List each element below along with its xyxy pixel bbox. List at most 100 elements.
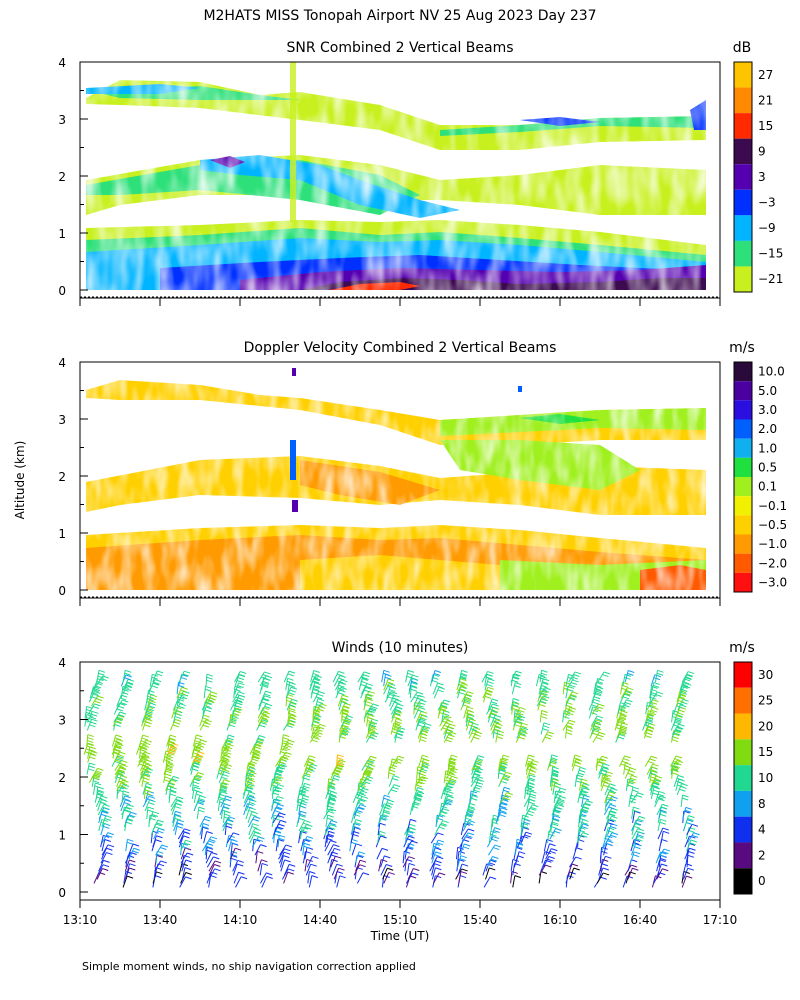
wind-barb-flag xyxy=(542,682,549,686)
wind-barb-flag xyxy=(525,792,532,796)
wind-barb-flag xyxy=(490,701,498,705)
wind-barb-flag xyxy=(676,760,684,763)
wind-barb-flag xyxy=(465,836,472,840)
wind-barb xyxy=(460,823,465,836)
wind-barb-flag xyxy=(450,778,457,782)
wind-barb-flag xyxy=(635,794,643,798)
wind-barb-flag xyxy=(446,785,454,789)
wind-barb-flag xyxy=(367,759,374,763)
wind-barb-flag xyxy=(141,767,148,771)
wind-barb-flag xyxy=(608,827,615,831)
wind-barb xyxy=(173,819,179,832)
y-tick-label: 3 xyxy=(58,113,66,127)
wind-barb xyxy=(287,682,291,695)
wind-barb-flag xyxy=(314,677,321,681)
wind-barb-flag xyxy=(252,756,260,760)
wind-barb-flag xyxy=(500,811,507,815)
wind-barb-flag xyxy=(421,764,429,768)
wind-barb-flag xyxy=(600,876,607,880)
winds-colorbar-unit: m/s xyxy=(729,640,755,656)
wind-barb-flag xyxy=(329,796,336,800)
wind-barb xyxy=(259,675,267,687)
wind-barb-flag xyxy=(649,758,656,762)
wind-barb-flag xyxy=(194,777,201,781)
colorbar-swatch xyxy=(734,240,752,267)
wind-barb-flag xyxy=(672,766,679,770)
wind-barb-flag xyxy=(92,693,100,697)
wind-barb xyxy=(229,848,236,860)
wind-barb xyxy=(463,706,468,719)
wind-barb-flag xyxy=(528,778,535,782)
wind-barb-flag xyxy=(156,853,164,857)
colorbar-swatch xyxy=(734,842,752,869)
wind-barb-flag xyxy=(91,750,98,754)
wind-barb xyxy=(101,848,107,860)
colorbar-frame xyxy=(733,361,753,593)
wind-barb-flag xyxy=(567,712,574,716)
wind-barb-flag xyxy=(129,867,136,871)
wind-barb-flag xyxy=(620,763,627,767)
wind-barb-flag xyxy=(172,742,179,746)
wind-barb-flag xyxy=(660,818,667,822)
wind-barb-flag xyxy=(434,863,441,867)
wind-barb-flag xyxy=(631,859,638,863)
wind-barb-flag xyxy=(328,826,336,830)
wind-barb xyxy=(388,775,394,787)
wind-barb-flag xyxy=(185,872,192,875)
wind-barb-flag xyxy=(597,678,604,682)
wind-barb-flag xyxy=(391,731,398,735)
wind-barb-flag xyxy=(502,776,510,780)
wind-barb-flag xyxy=(184,842,191,846)
wind-barb-flag xyxy=(492,856,499,859)
wind-barb xyxy=(510,871,513,884)
wind-barb-flag xyxy=(598,760,606,764)
wind-barb-flag xyxy=(675,729,682,733)
wind-barb xyxy=(435,815,438,828)
wind-barb-flag xyxy=(679,788,686,792)
wind-barb-flag xyxy=(288,692,295,696)
wind-barb-flag xyxy=(261,676,268,680)
wind-barb xyxy=(350,811,356,824)
wind-barb-flag xyxy=(306,760,313,764)
wind-barb-flag xyxy=(334,847,341,851)
wind-barb-flag xyxy=(390,789,398,793)
wind-barb-flag xyxy=(145,712,153,715)
wind-barb-flag xyxy=(344,720,351,724)
wind-barb xyxy=(441,710,445,723)
wind-barb-flag xyxy=(102,868,109,872)
wind-barb xyxy=(657,848,665,860)
wind-barb-flag xyxy=(359,793,366,796)
wind-barb-flag xyxy=(676,726,684,730)
wind-barb-flag xyxy=(130,811,137,815)
wind-barb-flag xyxy=(632,789,639,793)
wind-barb-flag xyxy=(305,763,312,767)
wind-barb-flag xyxy=(494,827,501,831)
wind-barb-flag xyxy=(249,795,256,799)
wind-barb xyxy=(304,859,308,872)
wind-barb-flag xyxy=(520,729,527,733)
wind-barb-flag xyxy=(395,721,402,724)
wind-barb-flag xyxy=(444,779,451,783)
wind-barb-flag xyxy=(440,823,447,827)
wind-barb-flag xyxy=(260,720,267,724)
wind-barb xyxy=(520,823,523,836)
wind-barb-flag xyxy=(552,769,559,773)
wind-barb-flag xyxy=(447,771,455,775)
colorbar-label: 2 xyxy=(758,848,766,862)
wind-barb xyxy=(224,823,227,836)
wind-barb-flag xyxy=(342,705,350,709)
wind-barb-flag xyxy=(156,871,163,875)
wind-barb-flag xyxy=(303,822,310,826)
wind-barb-flag xyxy=(582,809,589,813)
wind-barb xyxy=(675,779,680,791)
wind-barb-flag xyxy=(124,809,131,813)
wind-barb-flag xyxy=(501,762,508,766)
wind-barb-flag xyxy=(540,715,548,719)
wind-barb xyxy=(552,807,556,820)
wind-barb xyxy=(272,812,280,824)
wind-barb xyxy=(488,831,492,844)
wind-barb-flag xyxy=(194,745,201,749)
wind-barb-flag xyxy=(386,864,393,867)
wind-barb-flag xyxy=(247,786,254,790)
